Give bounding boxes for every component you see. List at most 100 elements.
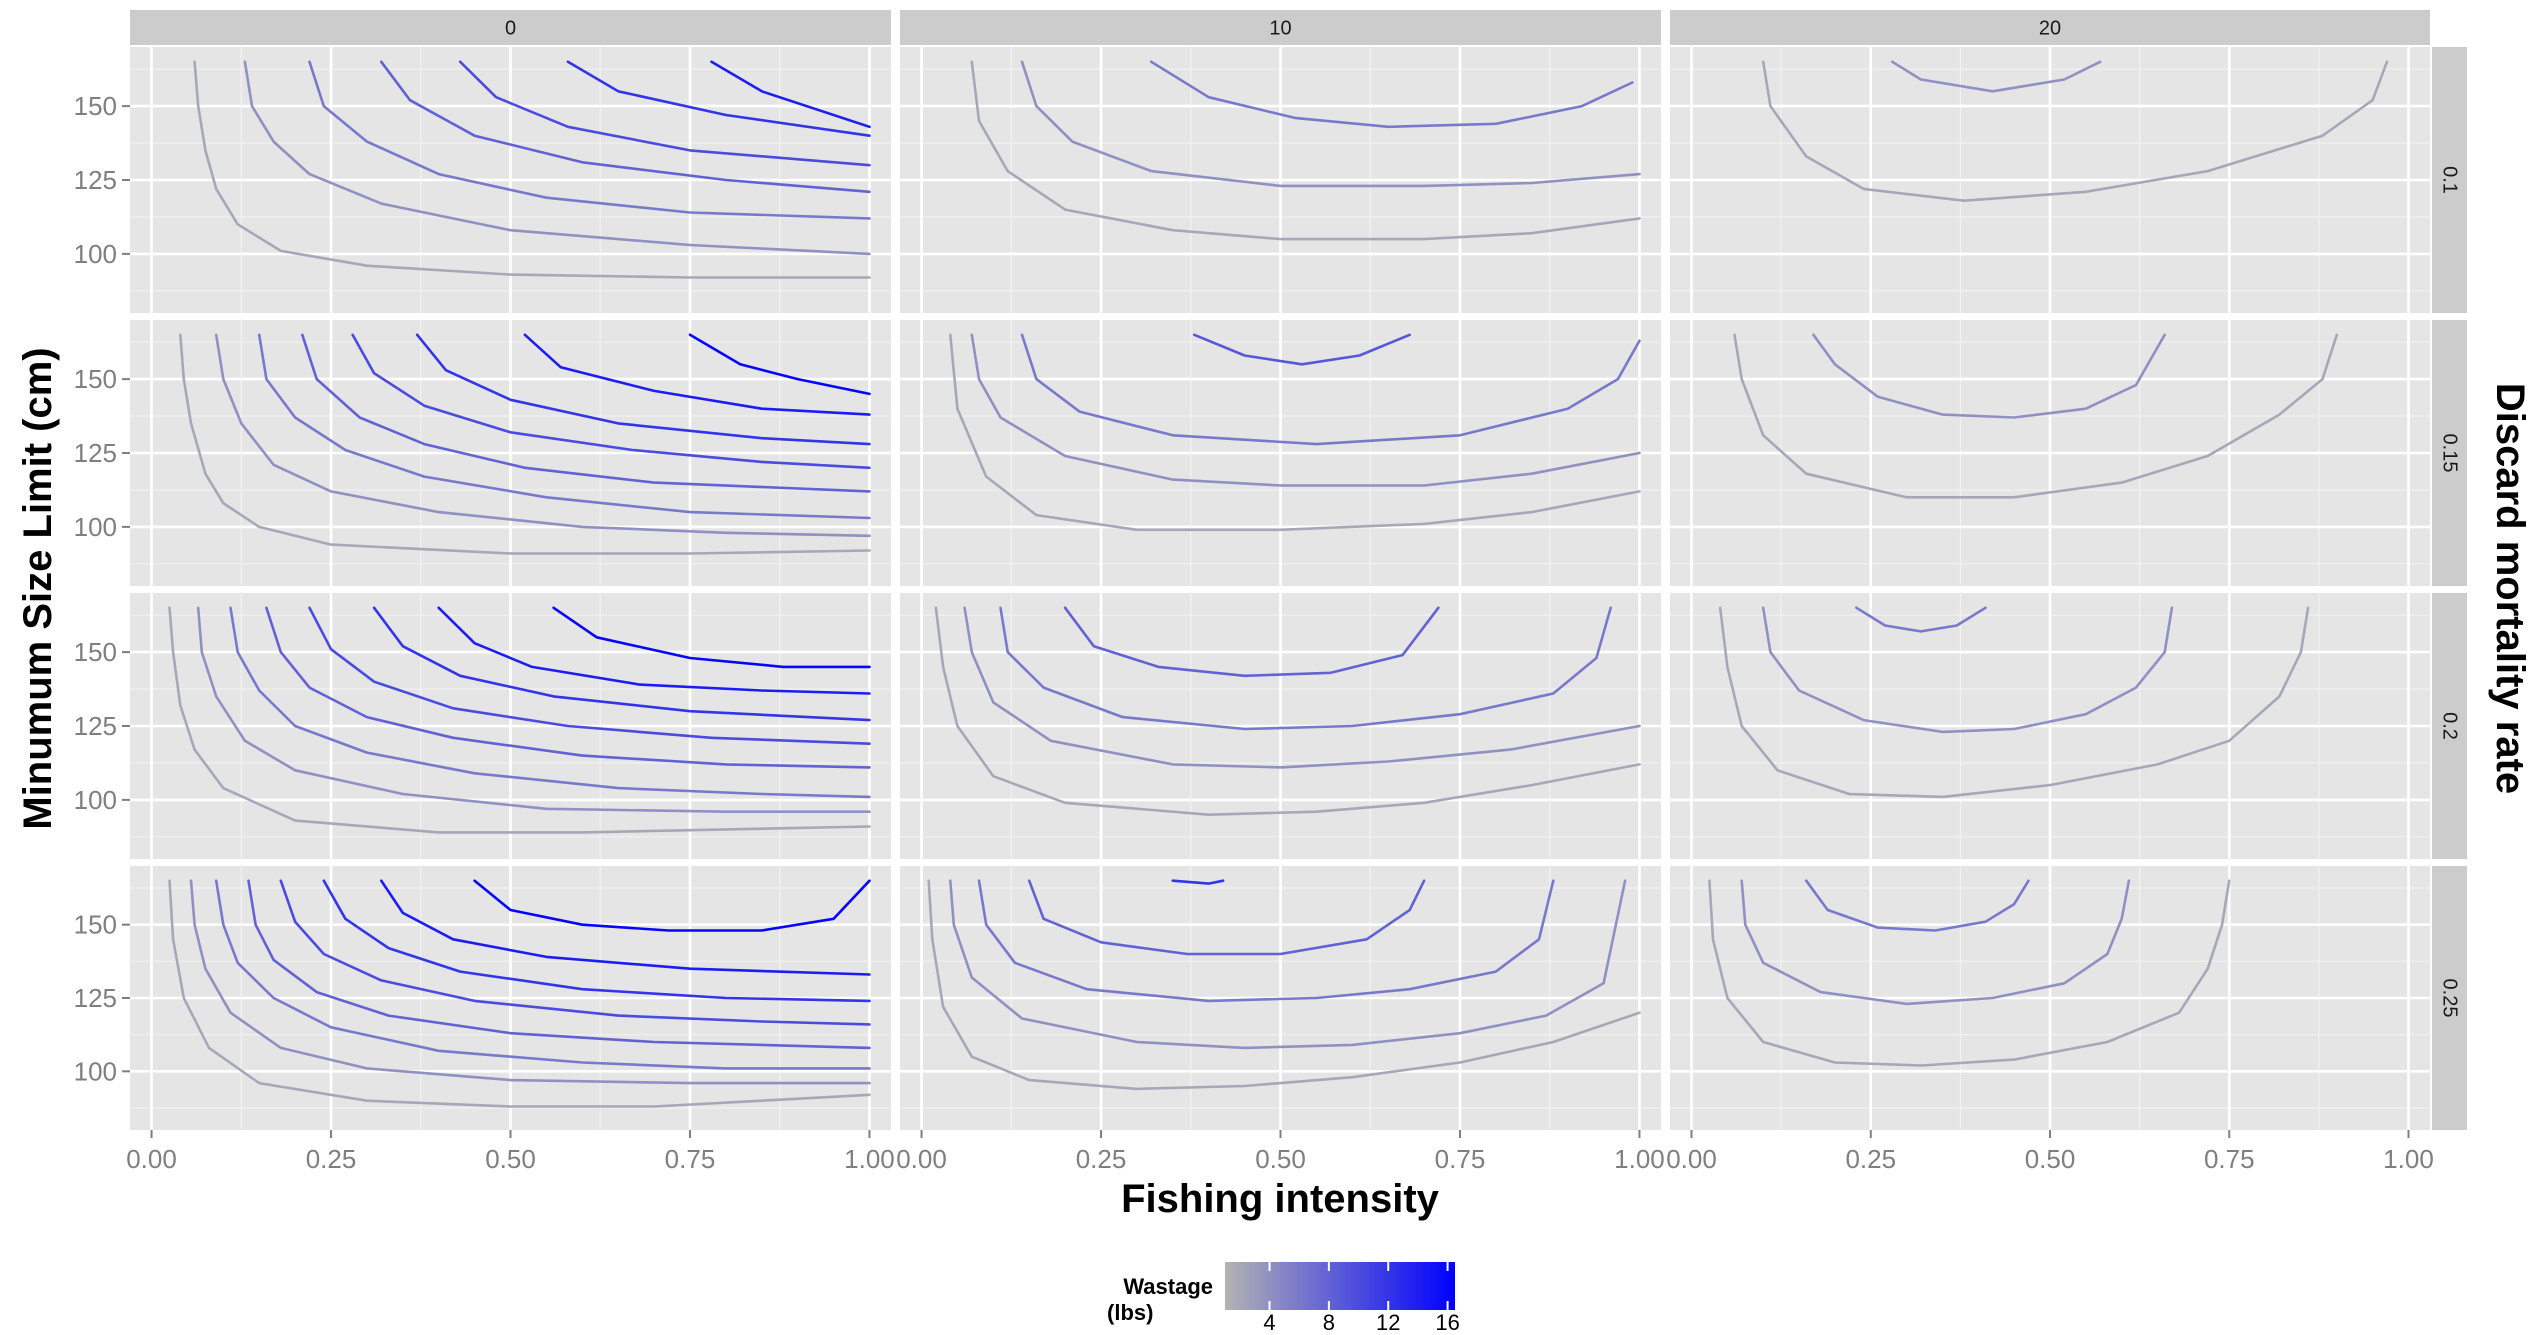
legend-title: Wastage	[1123, 1274, 1213, 1299]
contours-r3-c2	[1708, 879, 2231, 1067]
contour-line	[189, 879, 871, 1085]
contour-line	[279, 879, 871, 1026]
contour-line	[927, 879, 1641, 1091]
contour-line	[308, 606, 871, 745]
color-legend: Wastage (lbs) 4 8 12 16	[1107, 1262, 1460, 1335]
facet-col-strip	[900, 10, 1661, 45]
facet-row-strip	[2432, 47, 2467, 313]
contour-line	[1171, 879, 1225, 885]
panel-r2-c0	[130, 593, 891, 859]
contour-line	[949, 333, 1641, 532]
contour-line	[380, 879, 871, 976]
y-tick-label: 100	[74, 785, 117, 815]
panel-r1-c0	[130, 320, 891, 586]
panel-r0-c2	[1670, 47, 2430, 313]
contour-line	[1718, 606, 2310, 799]
y-tick-label: 125	[74, 165, 117, 195]
x-tick-label: 0.50	[2025, 1144, 2076, 1174]
contour-line	[168, 879, 871, 1108]
contour-line	[1761, 60, 2389, 202]
x-tick-label: 1.00	[1614, 1144, 1665, 1174]
y-tick-label: 100	[74, 239, 117, 269]
x-tick-label: 1.00	[844, 1144, 895, 1174]
contour-line	[214, 879, 871, 1070]
x-tick-label: 0.00	[126, 1144, 177, 1174]
facet-col-strip	[130, 10, 891, 45]
y-tick-label: 100	[74, 512, 117, 542]
contour-line	[1193, 333, 1411, 366]
contour-line	[229, 606, 871, 799]
contours-r2-c1	[934, 606, 1641, 816]
facet-row-label: 0.25	[2439, 979, 2461, 1018]
y-tick-label: 125	[74, 983, 117, 1013]
contours-r1-c0	[179, 333, 871, 555]
x-tick-label: 1.00	[2383, 1144, 2434, 1174]
contour-line	[1063, 606, 1440, 678]
x-tick-label: 0.25	[306, 1144, 357, 1174]
facet-col-label: 0	[505, 18, 516, 40]
y-axis-title: Minumum Size Limit (cm)	[16, 347, 60, 829]
legend-tick-label: 4	[1263, 1310, 1275, 1335]
facet-col-label: 10	[1269, 18, 1291, 40]
facet-col-label: 20	[2039, 18, 2061, 40]
y-tick-label: 150	[74, 637, 117, 667]
contour-line	[1804, 879, 2030, 932]
contours-r0-c2	[1761, 60, 2389, 202]
legend-title-unit: (lbs)	[1107, 1300, 1153, 1325]
y-tick-label: 125	[74, 711, 117, 741]
contour-line	[970, 60, 1641, 241]
contour-line	[1150, 60, 1634, 129]
panel-r1-c2	[1670, 320, 2430, 586]
x-tick-label: 0.25	[1076, 1144, 1127, 1174]
contour-line	[1020, 60, 1641, 188]
contour-line	[372, 606, 871, 722]
contour-line	[710, 60, 871, 129]
x-tick-label: 0.50	[485, 1144, 536, 1174]
panel-r3-c2	[1670, 866, 2430, 1130]
contours-r3-c1	[927, 879, 1641, 1091]
contour-line	[970, 333, 1641, 487]
facet-strips: 0 10 20 0.1 0.15 0.2 0.25	[130, 10, 2467, 1130]
facet-row-label: 0.15	[2439, 434, 2461, 473]
panel-r0-c0	[130, 47, 891, 313]
contour-line	[1740, 879, 2131, 1006]
contour-line	[458, 60, 871, 167]
contours-r0-c1	[970, 60, 1641, 241]
facet-col-strip	[1670, 10, 2430, 45]
panel-r0-c1	[900, 47, 1661, 313]
contour-line	[415, 333, 871, 446]
y-tick-label: 150	[74, 364, 117, 394]
axes: 100 125 150 100 125 150 100 125 150 100 125 150 0.00…	[74, 91, 2434, 1174]
contour-line	[380, 60, 871, 194]
facet-row-strip	[2432, 320, 2467, 586]
contours-r1-c1	[949, 333, 1641, 532]
contour-line	[977, 879, 1555, 1003]
legend-colorbar	[1225, 1262, 1455, 1310]
contours-r2-c2	[1718, 606, 2310, 799]
x-tick-label: 0.25	[1845, 1144, 1896, 1174]
x-tick-label: 0.50	[1255, 1144, 1306, 1174]
contour-line	[179, 333, 871, 555]
contour-line	[257, 333, 871, 520]
contour-line	[1891, 60, 2102, 93]
panel-r1-c1	[900, 320, 1661, 586]
panel-r2-c2	[1670, 593, 2430, 859]
contour-line	[308, 60, 871, 220]
contour-line	[301, 333, 871, 493]
contours-r2-c0	[168, 606, 871, 834]
contours-r1-c2	[1733, 333, 2339, 499]
contour-line	[243, 60, 871, 256]
contour-line	[351, 333, 871, 470]
y-tick-label: 100	[74, 1056, 117, 1086]
legend-tick-label: 8	[1323, 1310, 1335, 1335]
contour-line	[322, 879, 871, 1003]
legend-tick-label: 16	[1435, 1310, 1459, 1335]
y-tick-label: 150	[74, 910, 117, 940]
contour-line	[214, 333, 871, 538]
x-axis-title: Fishing intensity	[1121, 1177, 1440, 1221]
contour-line	[523, 333, 871, 416]
x-tick-label: 0.75	[665, 1144, 716, 1174]
facet-row-title: Discard mortality rate	[2488, 383, 2532, 794]
facet-row-strip	[2432, 866, 2467, 1130]
